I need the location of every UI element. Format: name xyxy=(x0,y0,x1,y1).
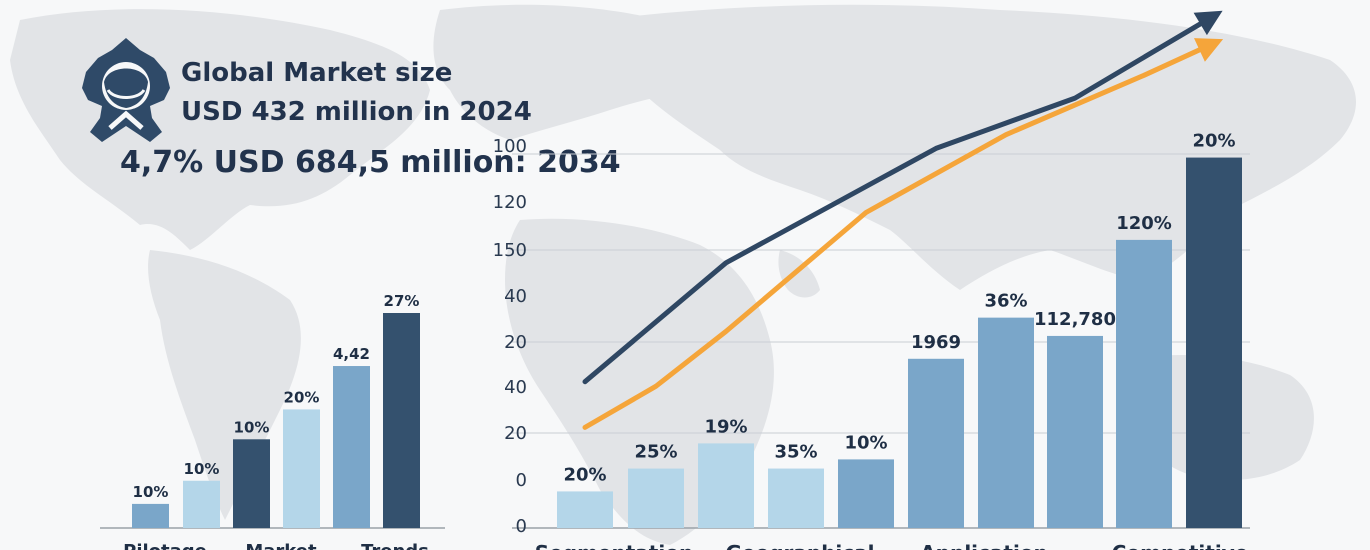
left-bar xyxy=(183,480,220,528)
trend-arrowhead xyxy=(1193,10,1223,36)
right-bar-label: 120% xyxy=(1116,213,1172,234)
y-tick-label: 120 xyxy=(493,192,527,213)
right-bar-label: 112,780 xyxy=(1034,309,1116,330)
hooded-figure-logo-icon xyxy=(82,38,170,142)
right-bar xyxy=(628,468,684,528)
title-line-3: 4,7% USD 684,5 million: 2034 xyxy=(120,145,621,180)
right-bar-label: 35% xyxy=(774,442,817,463)
left-bar-label: 10% xyxy=(234,418,270,436)
right-bar xyxy=(838,459,894,528)
y-tick-label: 0 xyxy=(516,470,527,491)
left-bar-label: 10% xyxy=(184,460,220,478)
left-bar xyxy=(333,366,370,528)
y-tick-label: 40 xyxy=(504,286,527,307)
y-tick-label: 0 xyxy=(516,516,527,537)
right-bar xyxy=(978,317,1034,528)
left-bar-label: 20% xyxy=(284,388,320,406)
right-bar xyxy=(1047,335,1103,528)
right-category-label: Competitive xyxy=(1112,541,1249,550)
right-bar xyxy=(768,468,824,528)
y-tick-label: 20 xyxy=(504,423,527,444)
left-bar-label: 4,42 xyxy=(333,345,370,363)
left-bar xyxy=(233,439,270,528)
right-bar-label: 25% xyxy=(634,442,677,463)
y-tick-label: 150 xyxy=(493,240,527,261)
left-category-label: Pilotage xyxy=(123,541,207,550)
left-bar-label: 10% xyxy=(133,483,169,501)
right-bar xyxy=(698,443,754,528)
right-bar-label: 10% xyxy=(844,432,887,453)
right-bar-label: 1969 xyxy=(911,332,961,353)
right-bar-label: 20% xyxy=(1192,131,1235,152)
title-line-2: USD 432 million in 2024 xyxy=(181,97,532,127)
right-category-label: Segmentation xyxy=(535,541,693,550)
right-bar xyxy=(557,491,613,528)
y-tick-label: 20 xyxy=(504,332,527,353)
left-bar xyxy=(383,313,420,528)
right-bar-label: 19% xyxy=(704,416,747,437)
left-bar xyxy=(132,503,169,528)
right-category-label: Geographical xyxy=(725,541,874,550)
y-tick-label: 40 xyxy=(504,377,527,398)
right-bar xyxy=(1186,157,1242,528)
left-category-label: Trends xyxy=(361,541,429,550)
trend-line xyxy=(582,13,1217,385)
trend-arrowhead xyxy=(1194,38,1224,62)
right-bar-label: 36% xyxy=(984,291,1027,312)
trend-line xyxy=(582,40,1217,430)
title-line-1: Global Market size xyxy=(181,58,453,88)
left-category-label: Market xyxy=(245,541,317,550)
right-bar xyxy=(1116,239,1172,528)
right-bar xyxy=(908,358,964,528)
left-bar xyxy=(283,409,320,528)
right-bar-label: 20% xyxy=(563,464,606,485)
y-tick-label: 100 xyxy=(493,136,527,157)
left-bar-label: 27% xyxy=(384,292,420,310)
right-category-label: Application xyxy=(920,541,1048,550)
